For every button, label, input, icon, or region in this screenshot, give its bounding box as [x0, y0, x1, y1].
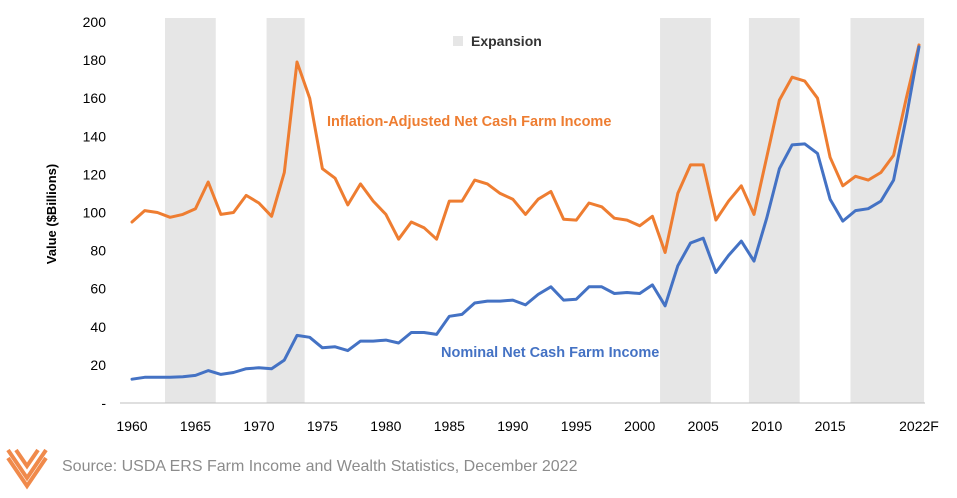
y-axis-ticks: - 20 40 60 80 100 120 140 160 180 200	[83, 14, 107, 411]
x-tick-label: 2022F	[899, 418, 939, 434]
y-tick-label: 120	[83, 166, 107, 182]
source-note: Source: USDA ERS Farm Income and Wealth …	[62, 458, 578, 475]
y-tick-label: 200	[83, 14, 107, 30]
x-tick-label: 1960	[116, 418, 147, 434]
nominal-line	[130, 45, 921, 381]
x-tick-label: 2010	[751, 418, 782, 434]
x-tick-label: 1975	[307, 418, 338, 434]
expansion-band	[660, 18, 711, 403]
inflation-adjusted-line	[130, 43, 921, 254]
y-tick-label: 160	[83, 90, 107, 106]
y-tick-label: 180	[83, 52, 107, 68]
series-lines	[130, 43, 921, 381]
legend-swatch	[453, 36, 463, 46]
y-tick-label: 40	[90, 319, 106, 335]
expansion-band	[748, 18, 800, 403]
y-tick-label: 140	[83, 128, 107, 144]
legend: Expansion	[453, 33, 542, 49]
x-tick-label: 1990	[497, 418, 528, 434]
x-tick-label: 1995	[561, 418, 592, 434]
inflation-adjusted-series-label: Inflation-Adjusted Net Cash Farm Income	[327, 114, 611, 130]
chevron-stripes-logo-icon	[6, 448, 48, 490]
nominal-series-label: Nominal Net Cash Farm Income	[441, 345, 659, 361]
y-tick-label: 60	[90, 281, 106, 297]
x-tick-label: 1970	[243, 418, 274, 434]
x-tick-label: 2005	[688, 418, 719, 434]
y-tick-label: 100	[83, 205, 107, 221]
y-axis-label: Value ($Billions)	[44, 164, 59, 264]
x-tick-label: 2000	[624, 418, 655, 434]
x-axis-ticks: 1960 1965 1970 1975 1980 1985 1990 1995 2000 2005…	[116, 418, 938, 434]
x-tick-label: 2015	[815, 418, 846, 434]
x-tick-label: 1980	[370, 418, 401, 434]
y-tick-label: 80	[90, 243, 106, 259]
y-tick-label: 20	[90, 357, 106, 373]
x-tick-label: 1965	[180, 418, 211, 434]
y-tick-label: -	[101, 395, 106, 411]
x-tick-label: 1985	[434, 418, 465, 434]
legend-label: Expansion	[471, 33, 542, 49]
line-chart: - 20 40 60 80 100 120 140 160 180 200 1960 1965 1970…	[44, 14, 939, 434]
